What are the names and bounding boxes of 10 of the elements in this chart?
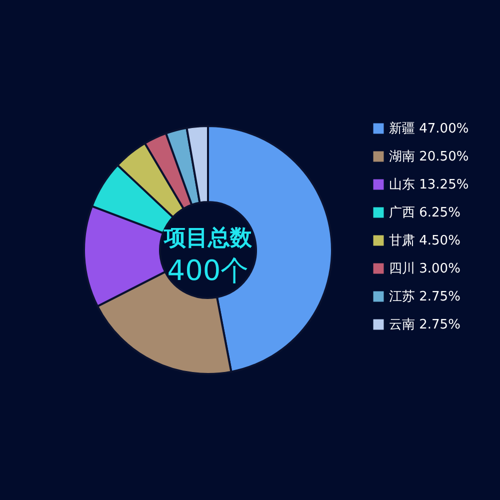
text: 400个 bbox=[167, 254, 249, 287]
legend-label: 湖南 20.50% bbox=[389, 150, 469, 164]
legend-label: 江苏 2.75% bbox=[389, 290, 460, 304]
text: 项目总数 bbox=[163, 226, 253, 251]
legend-label: 甘肃 4.50% bbox=[389, 234, 460, 248]
legend-label: 山东 13.25% bbox=[389, 178, 469, 192]
legend-label: 四川 3.00% bbox=[389, 262, 460, 276]
legend-label: 广西 6.25% bbox=[389, 206, 460, 220]
legend-label: 云南 2.75% bbox=[389, 318, 460, 332]
legend-label: 新疆 47.00% bbox=[389, 122, 469, 136]
